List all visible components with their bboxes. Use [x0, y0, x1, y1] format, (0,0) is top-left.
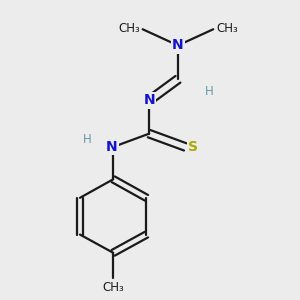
Text: CH₃: CH₃: [118, 22, 140, 35]
Text: CH₃: CH₃: [216, 22, 238, 35]
Text: N: N: [143, 93, 155, 107]
Text: S: S: [188, 140, 198, 154]
Text: N: N: [172, 38, 184, 52]
Text: CH₃: CH₃: [102, 281, 124, 294]
Text: H: H: [205, 85, 213, 98]
Text: N: N: [106, 140, 118, 154]
Text: H: H: [82, 133, 91, 146]
